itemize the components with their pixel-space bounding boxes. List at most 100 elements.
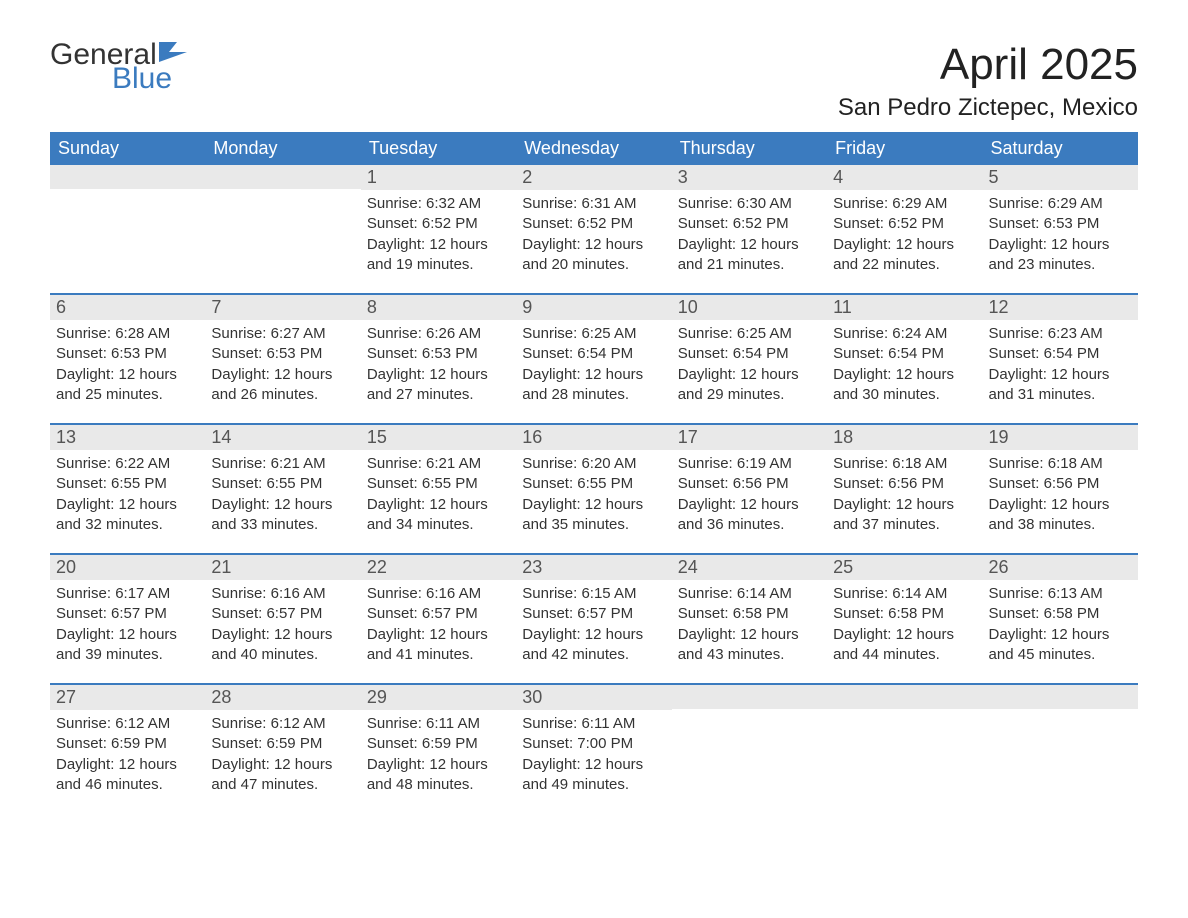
sunset-text: Sunset: 6:52 PM xyxy=(367,214,510,234)
calendar-day: 2 Sunrise: 6:31 AMSunset: 6:52 PMDaylight… xyxy=(516,165,671,283)
day-number: 11 xyxy=(827,295,982,320)
day-details: Sunrise: 6:17 AMSunset: 6:57 PMDaylight:… xyxy=(50,580,205,667)
brand-word-2: Blue xyxy=(112,64,197,94)
calendar-day xyxy=(672,685,827,803)
sunset-text: Sunset: 6:57 PM xyxy=(367,604,510,624)
daylight-text: Daylight: 12 hours and 36 minutes. xyxy=(678,495,821,536)
calendar-day xyxy=(205,165,360,283)
day-number xyxy=(672,685,827,709)
sunset-text: Sunset: 6:52 PM xyxy=(678,214,821,234)
sunrise-text: Sunrise: 6:31 AM xyxy=(522,194,665,214)
sunrise-text: Sunrise: 6:15 AM xyxy=(522,584,665,604)
daylight-text: Daylight: 12 hours and 19 minutes. xyxy=(367,235,510,276)
daylight-text: Daylight: 12 hours and 28 minutes. xyxy=(522,365,665,406)
day-number: 24 xyxy=(672,555,827,580)
sunrise-text: Sunrise: 6:25 AM xyxy=(522,324,665,344)
day-details: Sunrise: 6:11 AMSunset: 6:59 PMDaylight:… xyxy=(361,710,516,797)
daylight-text: Daylight: 12 hours and 35 minutes. xyxy=(522,495,665,536)
sunset-text: Sunset: 6:52 PM xyxy=(522,214,665,234)
sunrise-text: Sunrise: 6:20 AM xyxy=(522,454,665,474)
day-details: Sunrise: 6:21 AMSunset: 6:55 PMDaylight:… xyxy=(361,450,516,537)
sunrise-text: Sunrise: 6:14 AM xyxy=(833,584,976,604)
day-number: 15 xyxy=(361,425,516,450)
day-number: 14 xyxy=(205,425,360,450)
calendar-day: 20Sunrise: 6:17 AMSunset: 6:57 PMDayligh… xyxy=(50,555,205,673)
day-details: Sunrise: 6:25 AMSunset: 6:54 PMDaylight:… xyxy=(672,320,827,407)
sunrise-text: Sunrise: 6:22 AM xyxy=(56,454,199,474)
day-number: 2 xyxy=(516,165,671,190)
day-number: 20 xyxy=(50,555,205,580)
calendar-day: 4Sunrise: 6:29 AMSunset: 6:52 PMDaylight… xyxy=(827,165,982,283)
sunset-text: Sunset: 6:53 PM xyxy=(56,344,199,364)
daylight-text: Daylight: 12 hours and 32 minutes. xyxy=(56,495,199,536)
calendar-day: 3Sunrise: 6:30 AMSunset: 6:52 PMDaylight… xyxy=(672,165,827,283)
day-details: Sunrise: 6:13 AMSunset: 6:58 PMDaylight:… xyxy=(983,580,1138,667)
sunset-text: Sunset: 6:54 PM xyxy=(678,344,821,364)
day-number: 4 xyxy=(827,165,982,190)
day-number xyxy=(983,685,1138,709)
day-number: 3 xyxy=(672,165,827,190)
daylight-text: Daylight: 12 hours and 31 minutes. xyxy=(989,365,1132,406)
sunset-text: Sunset: 6:58 PM xyxy=(989,604,1132,624)
daylight-text: Daylight: 12 hours and 41 minutes. xyxy=(367,625,510,666)
calendar-week: 20Sunrise: 6:17 AMSunset: 6:57 PMDayligh… xyxy=(50,553,1138,673)
sunset-text: Sunset: 6:55 PM xyxy=(522,474,665,494)
sunrise-text: Sunrise: 6:12 AM xyxy=(56,714,199,734)
calendar-day: 18Sunrise: 6:18 AMSunset: 6:56 PMDayligh… xyxy=(827,425,982,543)
calendar-day: 7Sunrise: 6:27 AMSunset: 6:53 PMDaylight… xyxy=(205,295,360,413)
sunrise-text: Sunrise: 6:23 AM xyxy=(989,324,1132,344)
daylight-text: Daylight: 12 hours and 47 minutes. xyxy=(211,755,354,796)
day-number: 25 xyxy=(827,555,982,580)
sunrise-text: Sunrise: 6:14 AM xyxy=(678,584,821,604)
calendar-day xyxy=(983,685,1138,803)
sunrise-text: Sunrise: 6:29 AM xyxy=(989,194,1132,214)
daylight-text: Daylight: 12 hours and 43 minutes. xyxy=(678,625,821,666)
calendar-day: 17Sunrise: 6:19 AMSunset: 6:56 PMDayligh… xyxy=(672,425,827,543)
sunset-text: Sunset: 6:55 PM xyxy=(56,474,199,494)
calendar-day: 11Sunrise: 6:24 AMSunset: 6:54 PMDayligh… xyxy=(827,295,982,413)
calendar-day: 9Sunrise: 6:25 AMSunset: 6:54 PMDaylight… xyxy=(516,295,671,413)
sunset-text: Sunset: 6:59 PM xyxy=(367,734,510,754)
day-number: 17 xyxy=(672,425,827,450)
day-number: 22 xyxy=(361,555,516,580)
day-number: 18 xyxy=(827,425,982,450)
sunrise-text: Sunrise: 6:21 AM xyxy=(367,454,510,474)
day-number xyxy=(50,165,205,189)
calendar-day: 16Sunrise: 6:20 AMSunset: 6:55 PMDayligh… xyxy=(516,425,671,543)
sunrise-text: Sunrise: 6:19 AM xyxy=(678,454,821,474)
month-title: April 2025 xyxy=(838,40,1138,90)
day-number: 9 xyxy=(516,295,671,320)
daylight-text: Daylight: 12 hours and 33 minutes. xyxy=(211,495,354,536)
sunrise-text: Sunrise: 6:18 AM xyxy=(989,454,1132,474)
day-number: 30 xyxy=(516,685,671,710)
calendar-day: 6Sunrise: 6:28 AMSunset: 6:53 PMDaylight… xyxy=(50,295,205,413)
day-details: Sunrise: 6:12 AMSunset: 6:59 PMDaylight:… xyxy=(205,710,360,797)
day-number: 5 xyxy=(983,165,1138,190)
sunrise-text: Sunrise: 6:16 AM xyxy=(367,584,510,604)
sunrise-text: Sunrise: 6:25 AM xyxy=(678,324,821,344)
daylight-text: Daylight: 12 hours and 49 minutes. xyxy=(522,755,665,796)
calendar-week: 27Sunrise: 6:12 AMSunset: 6:59 PMDayligh… xyxy=(50,683,1138,803)
day-details: Sunrise: 6:27 AMSunset: 6:53 PMDaylight:… xyxy=(205,320,360,407)
calendar-day: 25Sunrise: 6:14 AMSunset: 6:58 PMDayligh… xyxy=(827,555,982,673)
calendar-day: 23Sunrise: 6:15 AMSunset: 6:57 PMDayligh… xyxy=(516,555,671,673)
sunset-text: Sunset: 6:58 PM xyxy=(833,604,976,624)
sunrise-text: Sunrise: 6:16 AM xyxy=(211,584,354,604)
sunset-text: Sunset: 6:59 PM xyxy=(56,734,199,754)
calendar-day: 22 Sunrise: 6:16 AMSunset: 6:57 PMDayligh… xyxy=(361,555,516,673)
calendar-day: 10Sunrise: 6:25 AMSunset: 6:54 PMDayligh… xyxy=(672,295,827,413)
day-details: Sunrise: 6:26 AMSunset: 6:53 PMDaylight:… xyxy=(361,320,516,407)
daylight-text: Daylight: 12 hours and 20 minutes. xyxy=(522,235,665,276)
calendar-day: 13Sunrise: 6:22 AMSunset: 6:55 PMDayligh… xyxy=(50,425,205,543)
day-number: 26 xyxy=(983,555,1138,580)
calendar-day: 28Sunrise: 6:12 AMSunset: 6:59 PMDayligh… xyxy=(205,685,360,803)
daylight-text: Daylight: 12 hours and 37 minutes. xyxy=(833,495,976,536)
day-details: Sunrise: 6:30 AMSunset: 6:52 PMDaylight:… xyxy=(672,190,827,277)
day-number: 28 xyxy=(205,685,360,710)
sunrise-text: Sunrise: 6:13 AM xyxy=(989,584,1132,604)
day-number: 12 xyxy=(983,295,1138,320)
calendar-day: 29Sunrise: 6:11 AMSunset: 6:59 PMDayligh… xyxy=(361,685,516,803)
dow-wednesday: Wednesday xyxy=(516,132,671,165)
day-details: Sunrise: 6:18 AMSunset: 6:56 PMDaylight:… xyxy=(827,450,982,537)
day-details: Sunrise: 6:12 AMSunset: 6:59 PMDaylight:… xyxy=(50,710,205,797)
